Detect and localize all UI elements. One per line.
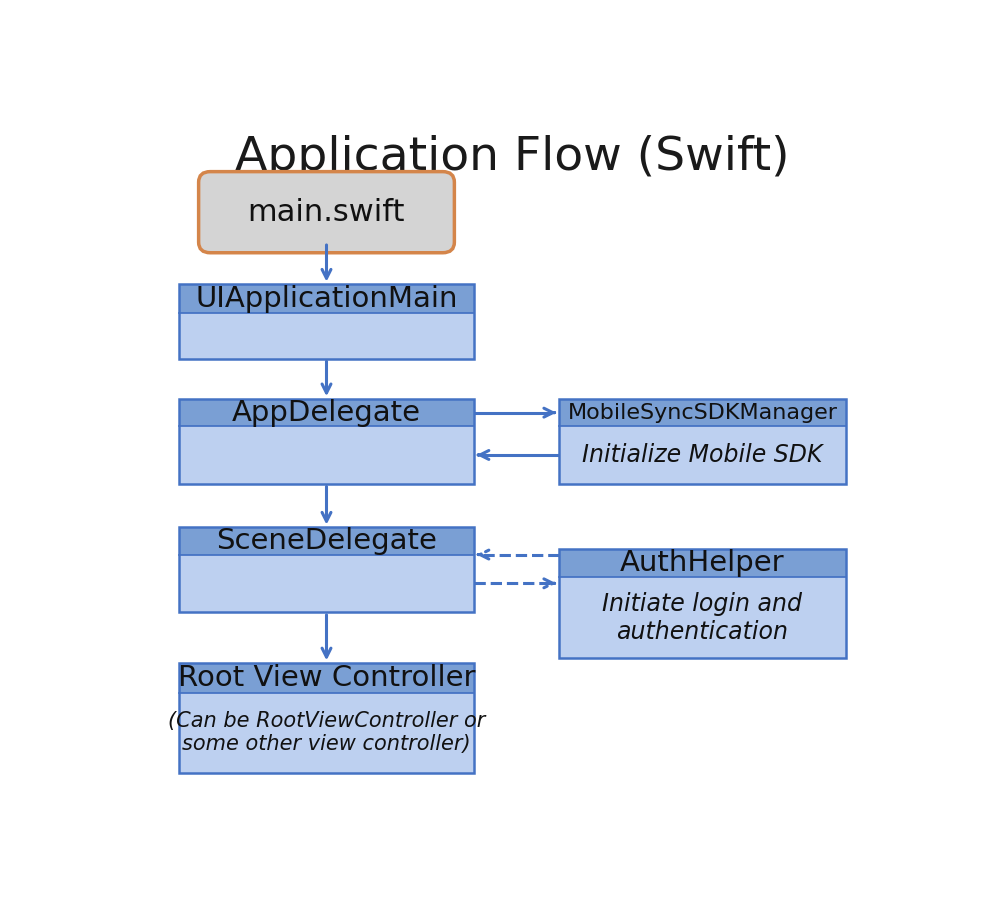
Bar [179,312,474,358]
Bar [559,549,846,577]
Text: AuthHelper: AuthHelper [620,550,785,577]
Bar [179,426,474,484]
Text: AppDelegate: AppDelegate [232,398,421,427]
Bar [179,528,474,554]
Bar [179,285,474,358]
Text: MobileSyncSDKManager: MobileSyncSDKManager [567,403,837,422]
Bar [179,285,474,312]
Text: main.swift: main.swift [248,198,405,226]
Text: Initiate login and
authentication: Initiate login and authentication [602,592,802,644]
Bar [179,528,474,612]
Text: UIApplicationMain: UIApplicationMain [195,285,458,312]
Bar [559,549,846,659]
Bar [559,399,846,484]
Bar [179,692,474,772]
Text: (Can be RootViewController or
some other view controller): (Can be RootViewController or some other… [168,711,485,754]
Bar [179,399,474,426]
Bar [179,554,474,612]
FancyBboxPatch shape [199,171,454,253]
Text: SceneDelegate: SceneDelegate [216,527,437,555]
Text: Root View Controller: Root View Controller [178,664,475,692]
Bar [179,399,474,484]
Bar [559,577,846,659]
Bar [179,663,474,692]
Text: Application Flow (Swift): Application Flow (Swift) [235,135,790,180]
Bar [559,426,846,484]
Bar [559,399,846,426]
Text: Initialize Mobile SDK: Initialize Mobile SDK [582,443,823,467]
Bar [179,663,474,772]
